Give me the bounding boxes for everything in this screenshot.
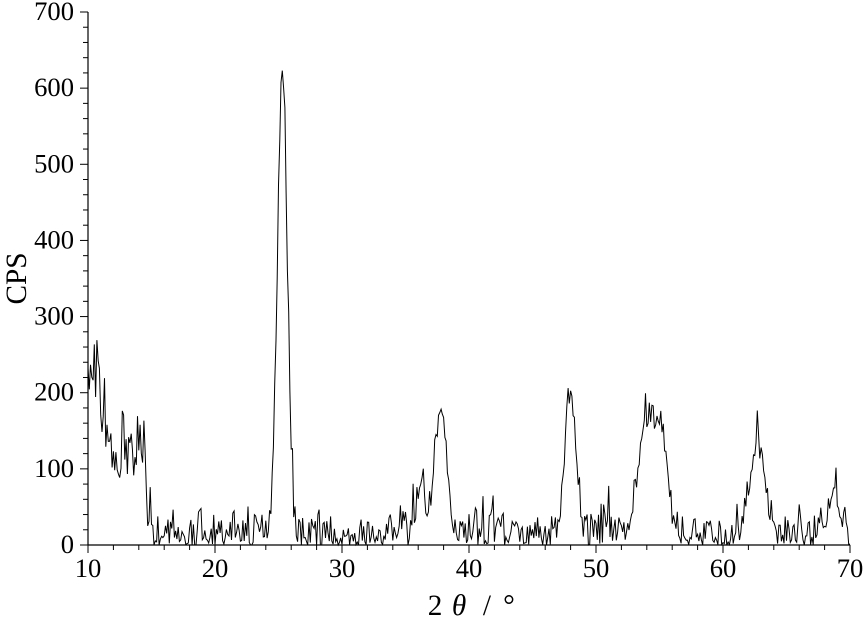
y-tick-label: 500 <box>34 148 74 178</box>
x-tick-label: 30 <box>329 553 356 583</box>
x-tick-label: 50 <box>583 553 610 583</box>
y-tick-label: 100 <box>34 453 74 483</box>
xrd-chart: 10 20 30 40 50 60 70 2θ / ° 0 100 200 300 400 500 600 700… <box>0 0 868 633</box>
chart-svg: 10 20 30 40 50 60 70 2θ / ° 0 100 200 300 400 500 600 700… <box>0 0 868 633</box>
x-tick-label: 40 <box>456 553 483 583</box>
y-tick-label: 300 <box>34 301 74 331</box>
y-tick-label: 700 <box>34 0 74 26</box>
xrd-series <box>88 71 850 545</box>
x-tick-label: 70 <box>837 553 864 583</box>
y-axis-label: CPS <box>1 252 33 304</box>
x-tick-label: 20 <box>202 553 229 583</box>
x-axis-label: 2θ / ° <box>428 590 515 622</box>
x-tick-label: 10 <box>75 553 102 583</box>
y-tick-label: 0 <box>61 529 74 559</box>
svg-text:°: ° <box>503 590 515 622</box>
x-tick-label: 60 <box>710 553 737 583</box>
svg-text:2: 2 <box>428 590 443 622</box>
y-tick-label: 400 <box>34 224 74 254</box>
y-tick-label: 600 <box>34 72 74 102</box>
y-tick-label: 200 <box>34 377 74 407</box>
svg-text:θ: θ <box>452 590 466 622</box>
svg-text:/: / <box>483 590 492 622</box>
